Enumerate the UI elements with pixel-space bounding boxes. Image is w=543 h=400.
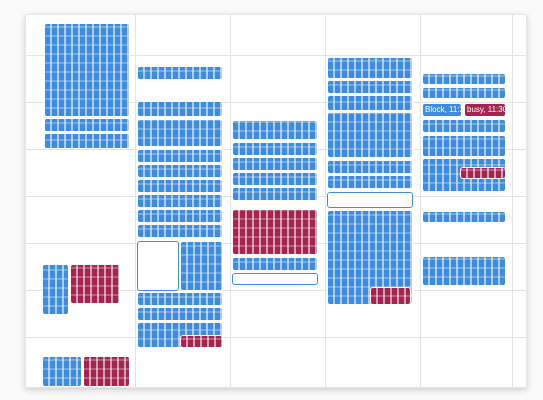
calendar-event[interactable] [137,241,179,291]
calendar-event[interactable] [137,119,223,147]
event-title-block: Block, 11:3 [425,105,462,114]
calendar-event-busy[interactable] [180,335,223,348]
event-title-busy: busy, 11:30 [467,105,506,114]
calendar-event-busy[interactable] [460,167,506,179]
calendar-event[interactable] [44,118,130,132]
calendar-event-busy[interactable] [70,264,120,304]
calendar-event[interactable] [327,192,413,208]
calendar-event[interactable] [137,209,223,223]
calendar-event[interactable] [42,264,69,315]
calendar-event[interactable] [422,119,506,133]
calendar-event[interactable] [232,273,318,285]
day-divider [135,15,136,387]
calendar-event[interactable] [232,172,318,186]
calendar-grid: Block, 11:3 busy, 11:30 [25,14,527,388]
calendar-event[interactable] [327,57,413,79]
calendar-event[interactable] [422,87,506,99]
calendar-event[interactable] [327,95,413,111]
calendar-event[interactable] [137,179,223,193]
day-divider [325,15,326,387]
hour-divider [26,290,526,291]
calendar-event[interactable] [44,23,130,117]
calendar-event[interactable] [137,194,223,208]
day-divider [512,15,513,387]
calendar-event[interactable] [137,224,223,238]
calendar-event[interactable] [44,133,130,149]
calendar-event[interactable] [137,101,223,117]
day-divider [230,15,231,387]
calendar-event-busy[interactable] [83,356,130,387]
calendar-event[interactable] [232,187,318,201]
hour-divider [26,337,526,338]
calendar-event[interactable] [42,356,82,387]
calendar-event[interactable] [422,135,506,157]
calendar-event[interactable] [232,120,318,140]
calendar-event[interactable] [327,80,413,94]
calendar-event[interactable] [137,66,223,80]
calendar-event[interactable] [232,142,318,156]
calendar-event[interactable] [180,241,223,291]
calendar-event[interactable] [422,211,506,223]
calendar-event-busy[interactable] [464,103,506,117]
calendar-event[interactable] [327,112,413,158]
calendar-event-block[interactable] [422,103,462,117]
day-divider [420,15,421,387]
calendar-event[interactable] [422,73,506,85]
calendar-event-busy[interactable] [370,287,411,305]
calendar-event[interactable] [137,149,223,163]
calendar-event[interactable] [137,164,223,178]
calendar-event[interactable] [327,160,413,174]
calendar-event[interactable] [232,157,318,171]
hour-divider [26,55,526,56]
calendar-event[interactable] [327,175,413,189]
calendar-event[interactable] [232,257,318,271]
calendar-event-busy[interactable] [232,209,318,255]
calendar-event[interactable] [137,307,223,321]
calendar-event[interactable] [137,292,223,306]
calendar-event[interactable] [422,256,506,286]
hour-divider [26,102,526,103]
